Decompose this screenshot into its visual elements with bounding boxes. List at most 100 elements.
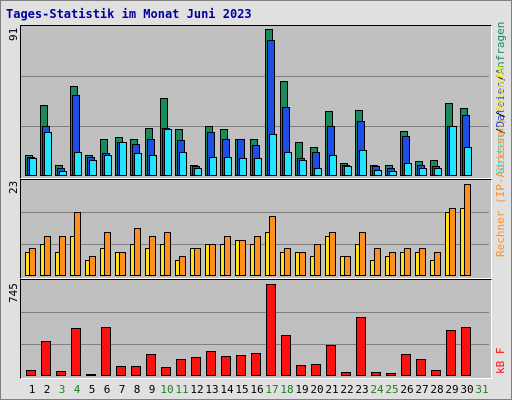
panel3-bar-kb-f-day-9 [146,354,156,376]
panel3-bar-kb-f-day-12 [191,357,201,376]
panel2-bar-rechner-ip-adressen-day-7 [119,252,126,276]
x-tick-label-day-5: 5 [89,383,96,396]
panel2-bar-rechner-ip-adressen-day-21 [329,232,336,276]
panel2-bar-rechner-ip-adressen-day-4 [74,212,81,276]
panel1-bar-seiten-day-8 [134,153,142,176]
panel1-bar-seiten-day-11 [179,152,187,176]
panel3-bar-kb-f-day-21 [326,345,336,376]
panel2-bar-rechner-ip-adressen-day-2 [44,236,51,276]
panel3-bar-kb-f-day-26 [401,354,411,376]
x-tick-label-day-1: 1 [29,383,36,396]
panel2-bar-rechner-ip-adressen-day-25 [389,252,396,276]
panel3-bar-kb-f-day-14 [221,356,231,376]
panel2-bar-rechner-ip-adressen-day-10 [164,232,171,276]
panel1-bar-seiten-day-3 [59,171,67,176]
x-tick-label-day-8: 8 [134,383,141,396]
panel3-bar-kb-f-day-13 [206,351,216,376]
panel3-bar-kb-f-day-3 [56,371,66,376]
x-tick-label-day-7: 7 [119,383,126,396]
panel2-bar-rechner-ip-adressen-day-26 [404,248,411,276]
x-tick-label-day-12: 12 [190,383,203,396]
panel1-bar-seiten-day-27 [419,168,427,176]
panel3-bar-kb-f-day-19 [296,365,306,376]
panel3-bar-kb-f-day-6 [101,327,111,376]
panel2-bar-rechner-ip-adressen-day-15 [239,240,246,276]
panel3-bar-kb-f-day-30 [461,327,471,376]
panel3-bar-kb-f-day-8 [131,366,141,376]
panel1-bar-seiten-day-2 [44,132,52,176]
panel1-bar-seiten-day-21 [329,155,337,176]
x-tick-label-day-3: 3 [59,383,66,396]
x-tick-label-day-19: 19 [295,383,308,396]
panel1-bar-seiten-day-24 [374,170,382,176]
panel2-bar-rechner-ip-adressen-day-9 [149,236,156,276]
x-tick-label-day-9: 9 [149,383,156,396]
x-tick-label-day-25: 25 [385,383,398,396]
panel1-bar-seiten-day-22 [344,166,352,176]
x-tick-label-day-18: 18 [280,383,293,396]
panel2-bar-rechner-ip-adressen-day-20 [314,244,321,276]
panel1-bar-seiten-day-1 [29,158,37,176]
panel1-bar-seiten-day-9 [149,155,157,176]
panel3-bar-kb-f-day-4 [71,328,81,376]
panel2-bar-rechner-ip-adressen-day-23 [359,232,366,276]
panel2-bar-rechner-ip-adressen-day-27 [419,248,426,276]
panel1-bar-seiten-day-26 [404,163,412,176]
panel1-bar-seiten-day-10 [164,129,172,176]
panel2-bar-rechner-ip-adressen-day-22 [344,256,351,276]
panel3-bar-kb-f-day-7 [116,366,126,376]
panel2-bar-rechner-ip-adressen-day-18 [284,248,291,276]
panel3-bar-kb-f-day-18 [281,335,291,376]
x-tick-label-day-10: 10 [160,383,173,396]
panel2-bar-rechner-ip-adressen-day-11 [179,256,186,276]
x-tick-label-day-29: 29 [445,383,458,396]
x-tick-label-day-15: 15 [235,383,248,396]
panel1-bar-seiten-day-29 [449,126,457,176]
x-tick-label-day-21: 21 [325,383,338,396]
panel3-bar-kb-f-day-1 [26,370,36,376]
panel1-bar-seiten-day-16 [254,158,262,176]
panel2-bar-rechner-ip-adressen-day-3 [59,236,66,276]
x-tick-label-day-14: 14 [220,383,234,396]
panel2-bar-rechner-ip-adressen-day-19 [299,252,306,276]
panel3-bar-kb-f-day-25 [386,373,396,376]
panel2-bar-rechner-ip-adressen-day-8 [134,228,141,276]
x-tick-label-day-24: 24 [370,383,384,396]
x-tick-label-day-20: 20 [310,383,323,396]
x-tick-label-day-17: 17 [265,383,278,396]
x-tick-label-day-16: 16 [250,383,263,396]
x-tick-label-day-28: 28 [430,383,443,396]
panel3-bar-kb-f-day-15 [236,355,246,376]
panel3-bar-kb-f-day-24 [371,372,381,376]
panel1-bar-seiten-day-30 [464,147,472,176]
panel2-bar-rechner-ip-adressen-day-29 [449,208,456,276]
panel3-bar-kb-f-day-29 [446,330,456,376]
panel1-bar-seiten-day-20 [314,168,322,176]
panel2-bar-rechner-ip-adressen-day-16 [254,236,261,276]
x-tick-label-day-26: 26 [400,383,413,396]
x-tick-label-day-6: 6 [104,383,111,396]
x-tick-label-day-30: 30 [460,383,473,396]
x-tick-label-day-23: 23 [355,383,368,396]
panel1-bar-seiten-day-17 [269,134,277,176]
panel2-bar-rechner-ip-adressen-day-24 [374,248,381,276]
panel3-bar-kb-f-day-11 [176,359,186,376]
x-tick-label-day-2: 2 [44,383,51,396]
panel3-bar-kb-f-day-20 [311,364,321,376]
panel2-bar-rechner-ip-adressen-day-1 [29,248,36,276]
panel2-bar-rechner-ip-adressen-day-12 [194,248,201,276]
panel2-bar-rechner-ip-adressen-day-5 [89,256,96,276]
panel2-bar-rechner-ip-adressen-day-17 [269,216,276,276]
panel1-bar-seiten-day-6 [104,155,112,176]
panel1-bar-seiten-day-7 [119,142,127,176]
panel3-bar-kb-f-day-16 [251,353,261,376]
panel1-bar-seiten-day-25 [389,171,397,176]
panel1-bar-seiten-day-15 [239,158,247,176]
x-tick-label-day-13: 13 [205,383,218,396]
panel1-bar-seiten-day-28 [434,168,442,176]
x-tick-label-day-22: 22 [340,383,353,396]
panel1-bar-seiten-day-4 [74,152,82,176]
panel3-bar-kb-f-day-17 [266,284,276,376]
panel1-bar-seiten-day-12 [194,168,202,176]
chart-title: Tages-Statistik im Monat Juni 2023 [6,7,252,21]
